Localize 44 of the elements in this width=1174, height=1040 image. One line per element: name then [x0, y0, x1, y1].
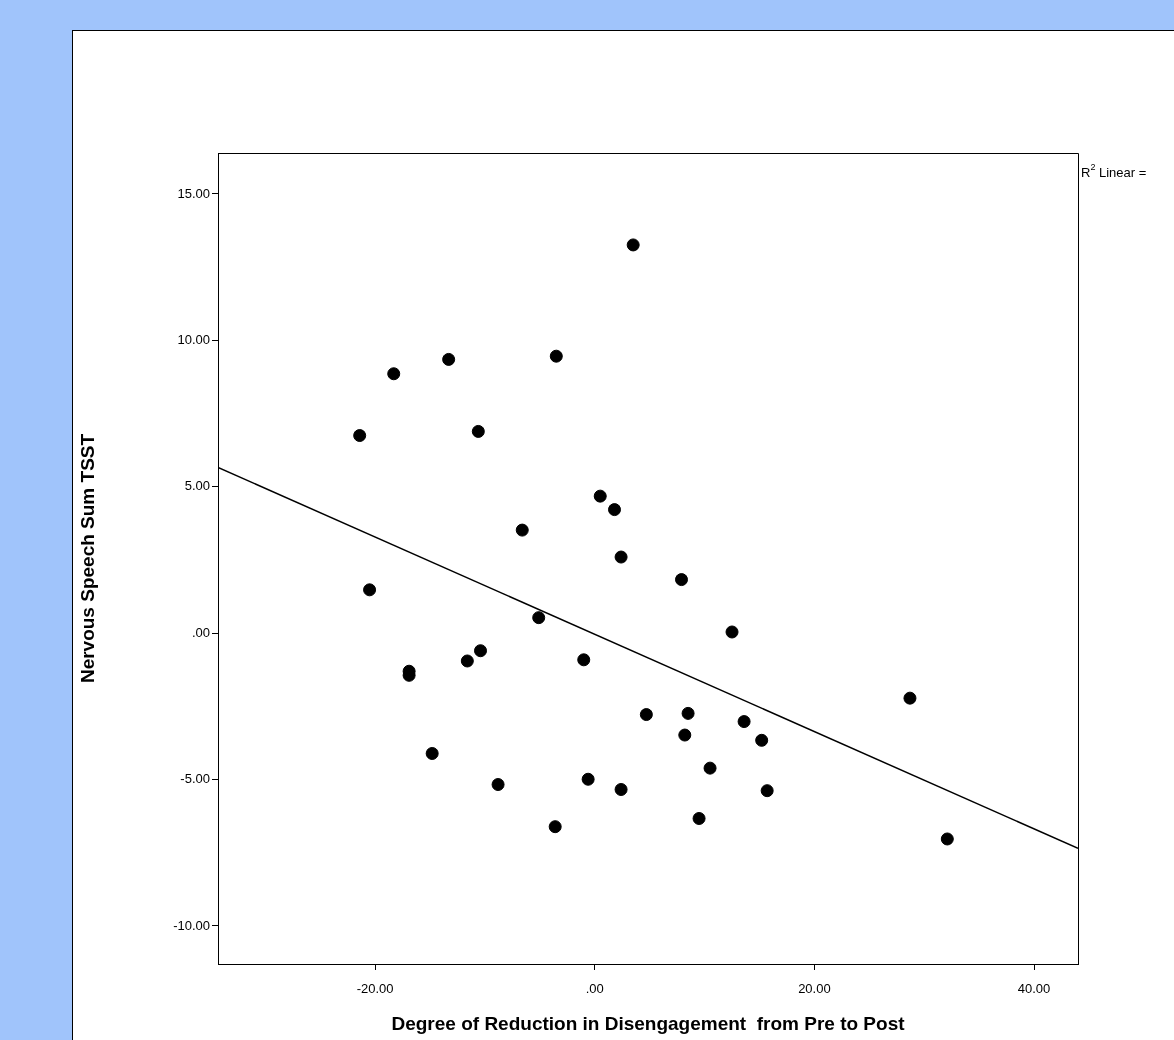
point [549, 349, 563, 363]
point [608, 503, 621, 517]
point [675, 573, 688, 587]
point [760, 784, 774, 798]
point [425, 746, 439, 760]
point [614, 550, 628, 564]
point [940, 832, 954, 846]
point [681, 706, 695, 720]
point [532, 611, 546, 625]
x-tick-label: -20.00 [356, 981, 394, 997]
point [639, 708, 653, 722]
point [515, 523, 529, 537]
point [548, 820, 562, 834]
point [614, 783, 628, 796]
y-tick-label: 5.00 [184, 478, 210, 494]
point [581, 772, 595, 786]
point [460, 654, 474, 668]
y-tick-label: .00 [191, 624, 210, 640]
point [755, 733, 769, 747]
point [626, 238, 640, 252]
point [703, 761, 717, 775]
point [442, 352, 456, 366]
point [387, 367, 401, 381]
point [577, 653, 591, 667]
point [593, 489, 607, 503]
y-tick-label: 10.00 [177, 331, 210, 347]
x-tick-label: 20.00 [798, 981, 831, 997]
point [692, 811, 706, 825]
y-tick-label: -10.00 [173, 917, 210, 933]
point [474, 644, 487, 658]
point [678, 728, 692, 742]
x-axis-title: Degree of Reduction in Disengagement from Pre to Post [391, 1012, 906, 1034]
point [353, 429, 367, 443]
y-tick-label: 15.00 [177, 185, 210, 201]
point [471, 424, 485, 438]
y-tick-label: -5.00 [180, 771, 210, 787]
point [725, 625, 739, 639]
point [491, 778, 505, 792]
x-tick-label: 40.00 [1017, 981, 1051, 997]
y-axis-title: Nervous Speech Sum TSST [76, 433, 98, 684]
point [737, 715, 751, 729]
x-tick-label: .00 [585, 981, 604, 997]
point [903, 691, 917, 705]
point [363, 583, 377, 597]
